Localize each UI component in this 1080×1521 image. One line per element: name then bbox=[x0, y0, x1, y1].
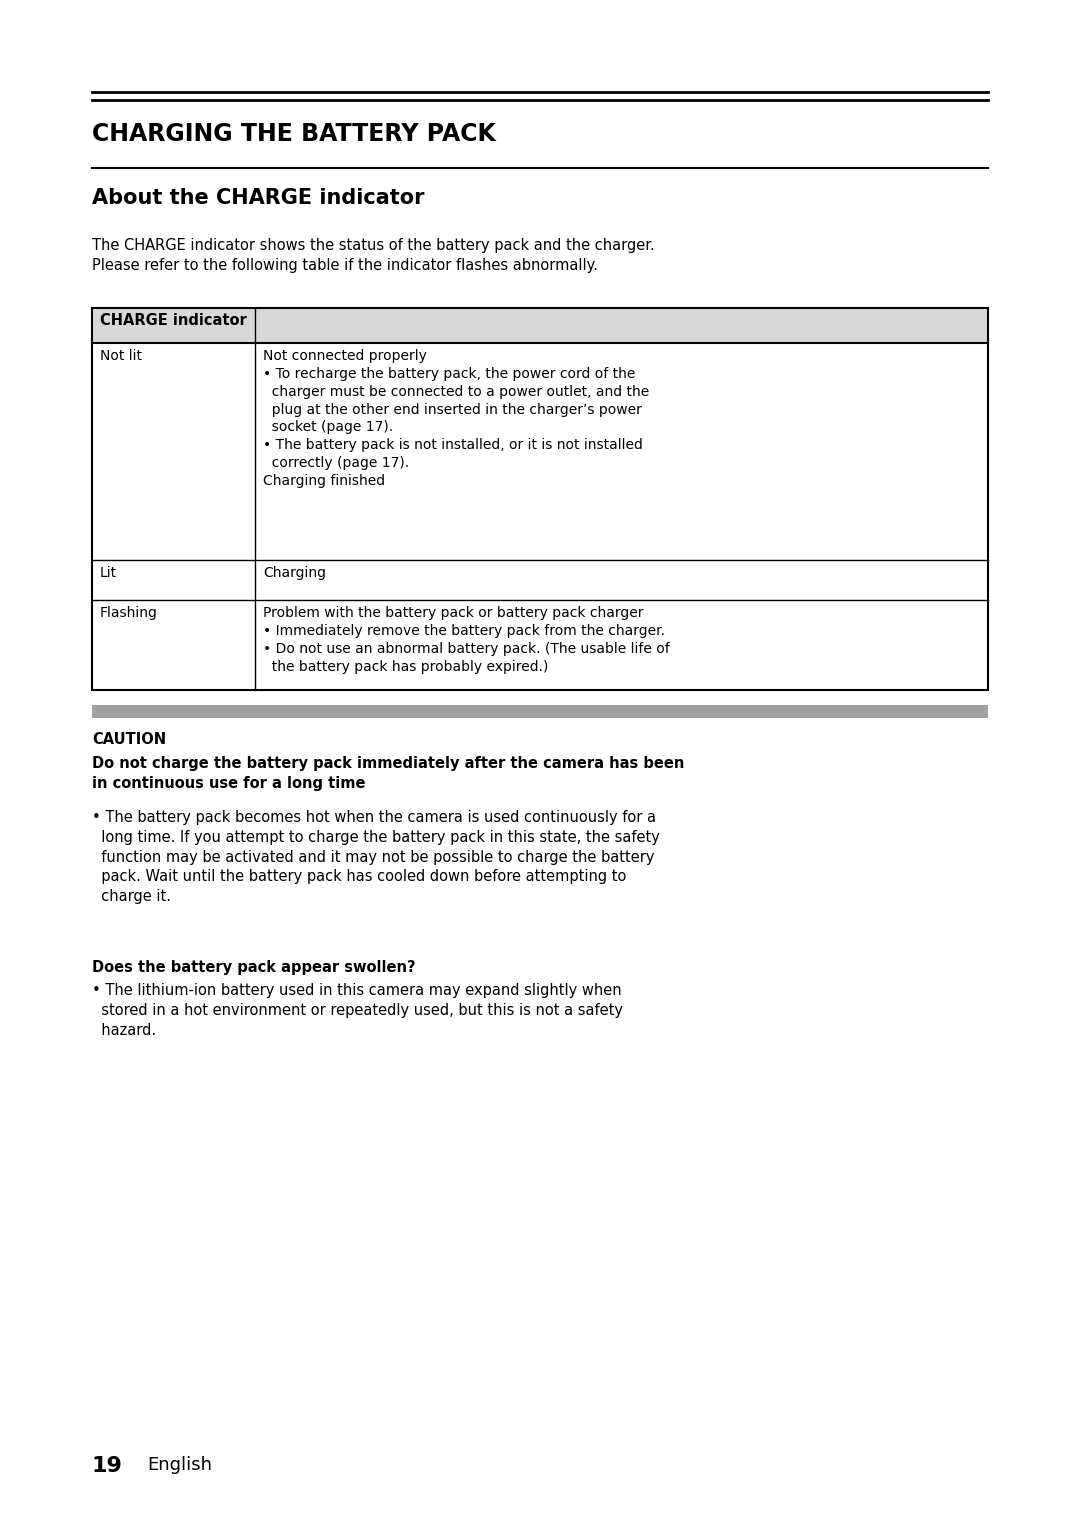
Text: • The lithium-ion battery used in this camera may expand slightly when
  stored : • The lithium-ion battery used in this c… bbox=[92, 983, 623, 1037]
Text: Charging: Charging bbox=[264, 566, 326, 580]
Text: • The battery pack becomes hot when the camera is used continuously for a
  long: • The battery pack becomes hot when the … bbox=[92, 811, 660, 903]
Text: Not lit: Not lit bbox=[100, 348, 141, 364]
Bar bbox=[92, 307, 988, 344]
Text: Does the battery pack appear swollen?: Does the battery pack appear swollen? bbox=[92, 960, 416, 975]
Text: CAUTION: CAUTION bbox=[92, 732, 166, 747]
Text: Do not charge the battery pack immediately after the camera has been
in continuo: Do not charge the battery pack immediate… bbox=[92, 756, 685, 791]
Text: 19: 19 bbox=[92, 1456, 123, 1475]
Text: About the CHARGE indicator: About the CHARGE indicator bbox=[92, 189, 424, 208]
Text: Please refer to the following table if the indicator flashes abnormally.: Please refer to the following table if t… bbox=[92, 259, 598, 272]
Text: The CHARGE indicator shows the status of the battery pack and the charger.: The CHARGE indicator shows the status of… bbox=[92, 237, 654, 252]
Text: Not connected properly
• To recharge the battery pack, the power cord of the
  c: Not connected properly • To recharge the… bbox=[264, 348, 649, 488]
Text: Problem with the battery pack or battery pack charger
• Immediately remove the b: Problem with the battery pack or battery… bbox=[264, 605, 670, 674]
Text: CHARGE indicator: CHARGE indicator bbox=[100, 313, 246, 329]
Text: CHARGING THE BATTERY PACK: CHARGING THE BATTERY PACK bbox=[92, 122, 496, 146]
Bar bbox=[92, 706, 988, 718]
Text: Flashing: Flashing bbox=[100, 605, 158, 621]
Text: English: English bbox=[147, 1456, 212, 1474]
Bar bbox=[92, 307, 988, 691]
Text: Lit: Lit bbox=[100, 566, 117, 580]
